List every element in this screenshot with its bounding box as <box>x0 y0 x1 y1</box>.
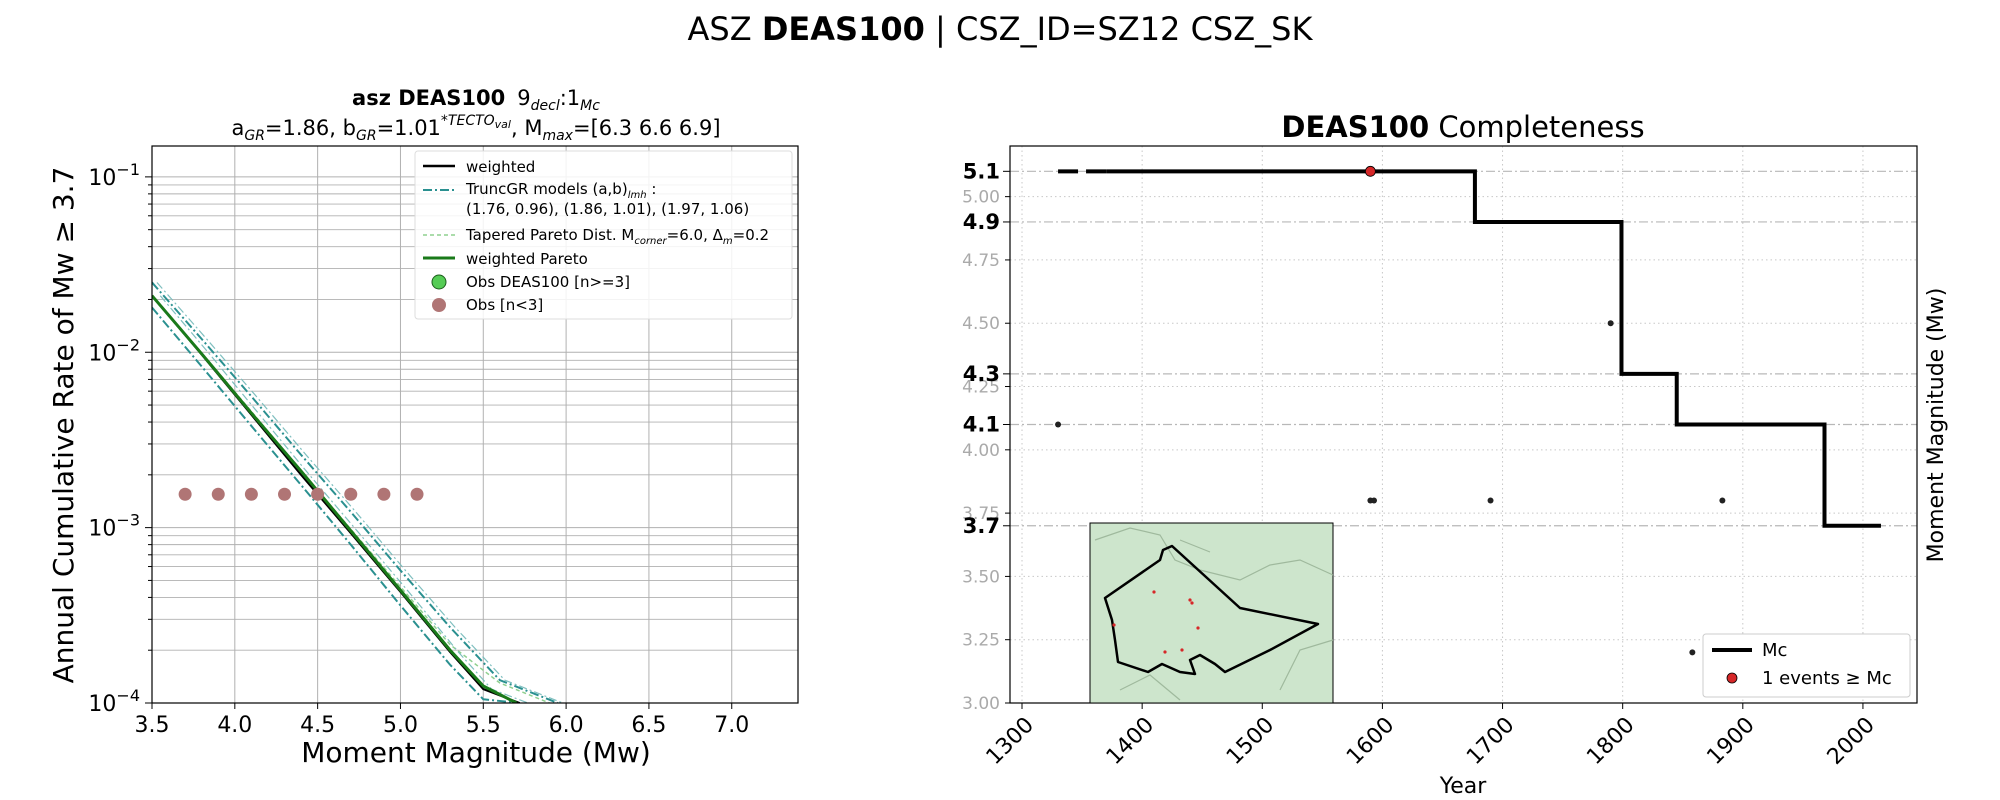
right-ytick-major-label: 4.3 <box>963 362 1000 386</box>
right-xtick-label: 1300 <box>982 713 1039 770</box>
event-above-mc-point <box>1364 165 1376 177</box>
event-point <box>1055 421 1062 428</box>
right-legend-frame <box>1702 633 1911 698</box>
legend-frame <box>414 150 793 320</box>
inset-event <box>1190 601 1194 605</box>
right-ylabel: Moment Magnitude (Mw) <box>1924 288 1949 563</box>
legend-label-truncgr-values: (1.76, 0.96), (1.86, 1.01), (1.97, 1.06) <box>466 200 749 218</box>
left-clipped-series <box>152 281 564 703</box>
inset-event <box>1112 623 1116 627</box>
legend-label-weighted: weighted <box>466 158 535 176</box>
series-truncgr-low <box>152 306 520 703</box>
left-xtick-label: 5.0 <box>383 713 418 738</box>
right-ytick-minor-label: 3.50 <box>962 567 1000 587</box>
left-ytick-label: 10−4 <box>88 686 140 717</box>
obs-point <box>244 487 258 501</box>
legend-label-truncgr: TruncGR models (a,b)lmh : <box>465 180 656 201</box>
right-ytick-minor-label: 3.75 <box>962 504 1000 524</box>
obs-point <box>211 487 225 501</box>
left-title-line1: asz DEAS100 9decl:1Mc <box>352 86 600 114</box>
inset-event <box>1196 626 1200 630</box>
left-legend: weighted TruncGR models (a,b)lmh : (1.76… <box>414 150 793 320</box>
legend-swatch-events <box>1726 672 1738 684</box>
right-ytick-minor-label: 3.25 <box>962 631 1000 651</box>
left-xlabel: Moment Magnitude (Mw) <box>301 736 651 769</box>
inset-events <box>1112 590 1200 654</box>
right-ytick-minor-label: 4.50 <box>962 314 1000 334</box>
right-series <box>1055 165 1881 656</box>
legend-label-weighted-pareto: weighted Pareto <box>466 250 588 268</box>
right-xtick-label: 2000 <box>1823 713 1880 770</box>
obs-point <box>278 487 292 501</box>
right-xtick-label: 1900 <box>1703 713 1760 770</box>
inset-map <box>1089 522 1334 704</box>
legend-label-mc: Mc <box>1762 640 1787 661</box>
left-ytick-label: 10−1 <box>88 160 140 191</box>
left-xtick-label: 6.5 <box>631 713 666 738</box>
right-xtick-label: 1500 <box>1222 713 1279 770</box>
event-point <box>1487 497 1494 504</box>
left-xtick-label: 6.0 <box>549 713 584 738</box>
right-ytick-major-label: 5.1 <box>963 159 1000 183</box>
right-xtick-label: 1400 <box>1102 713 1159 770</box>
event-point <box>1689 649 1696 656</box>
inset-event <box>1152 590 1156 594</box>
right-ytick-major-label: 4.1 <box>963 413 1000 437</box>
obs-point <box>178 487 192 501</box>
left-title-line2: aGR=1.86, bGR=1.01*TECTOval, Mmax=[6.3 6… <box>231 113 720 144</box>
inset-event <box>1163 650 1167 654</box>
obs-point <box>344 487 358 501</box>
gr-rate-chart: asz DEAS100 9decl:1Mc aGR=1.86, bGR=1.01*… <box>47 86 799 769</box>
right-ytick-minor-label: 3.00 <box>962 694 1000 714</box>
left-series <box>152 281 564 703</box>
right-ytick-major-label: 4.9 <box>963 210 1000 234</box>
event-point <box>1371 497 1378 504</box>
obs-point <box>311 487 325 501</box>
right-ytick-minor-label: 4.75 <box>962 251 1000 271</box>
obs-point <box>377 487 391 501</box>
right-xtick-label: 1800 <box>1582 713 1639 770</box>
left-plot-frame <box>151 145 799 704</box>
right-ytick-minor-label: 4.00 <box>962 441 1000 461</box>
right-title: DEAS100 Completeness <box>1281 110 1644 144</box>
inset-map-background <box>1089 522 1334 704</box>
completeness-chart: DEAS100 Completeness 1300 1400 1500 1600 170… <box>962 110 1949 799</box>
right-ytick-minor-label: 4.25 <box>962 378 1000 398</box>
right-ytick-major-label: 3.7 <box>963 514 1000 538</box>
left-ticks: 3.5 4.0 4.5 5.0 5.5 6.0 6.5 7.0 10−4 10−3 10−2 10−1 <box>88 160 749 738</box>
right-legend: Mc 1 events ≥ Mc <box>1702 633 1911 698</box>
right-xtick-label: 1700 <box>1462 713 1519 770</box>
legend-label-events: 1 events ≥ Mc <box>1762 668 1892 689</box>
event-point <box>1719 497 1726 504</box>
series-truncgr-variant <box>159 295 529 703</box>
left-ytick-label: 10−2 <box>88 335 140 366</box>
legend-label-obs-lt3: Obs [n<3] <box>466 296 543 314</box>
left-xtick-label: 3.5 <box>135 713 170 738</box>
right-xtick-label: 1600 <box>1342 713 1399 770</box>
right-xlabel: Year <box>1439 774 1488 799</box>
series-truncgr-variant <box>156 282 564 703</box>
right-ytick-minor-label: 5.00 <box>962 188 1000 208</box>
zone-outline <box>1103 544 1320 676</box>
mc-step-line <box>1106 169 1881 528</box>
left-ylabel: Annual Cumulative Rate of Mw ≥ 3.7 <box>47 167 80 684</box>
legend-label-tapered: Tapered Pareto Dist. Mcorner=6.0, Δm=0.2 <box>465 226 769 247</box>
figure-title: ASZ DEAS100 | CSZ_ID=SZ12 CSZ_SK <box>687 10 1313 48</box>
left-ytick-label: 10−3 <box>88 511 140 542</box>
left-xtick-label: 5.5 <box>466 713 501 738</box>
left-xtick-label: 4.5 <box>300 713 335 738</box>
left-xtick-label: 4.0 <box>217 713 252 738</box>
legend-swatch-obs-ge3 <box>431 274 447 290</box>
obs-point <box>410 487 424 501</box>
event-point <box>1607 320 1614 327</box>
legend-label-obs-ge3: Obs DEAS100 [n>=3] <box>466 273 630 291</box>
legend-swatch-obs-lt3 <box>432 298 446 312</box>
left-xtick-label: 7.0 <box>714 713 749 738</box>
inset-event <box>1180 648 1184 652</box>
inset-event <box>1188 598 1192 602</box>
series-weighted-pareto <box>152 294 518 703</box>
